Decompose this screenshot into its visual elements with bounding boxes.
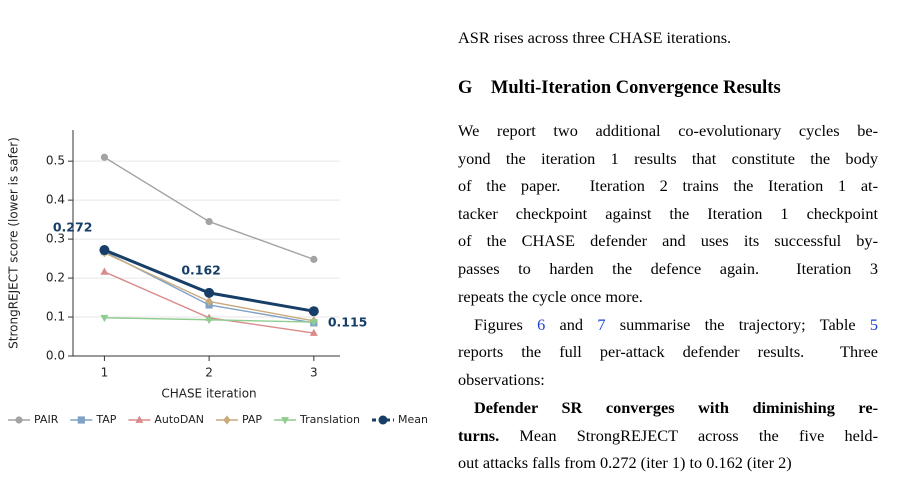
marker xyxy=(100,153,109,161)
marker xyxy=(308,306,319,317)
text-line: tacker checkpoint against the Iteration … xyxy=(458,200,878,228)
marker xyxy=(205,316,214,325)
text-run: Mean StrongREJECT across the five held- xyxy=(499,425,878,445)
text-run: repeats the cycle once more. xyxy=(458,286,643,306)
marker xyxy=(135,415,144,423)
legend-label: PAIR xyxy=(34,413,59,426)
text-run: reports the full per-attack defender res… xyxy=(458,342,878,362)
y-tick-label: 0.3 xyxy=(46,232,65,246)
text-run: tacker checkpoint against the Iteration … xyxy=(458,203,878,223)
section-title: Multi-Iteration Convergence Results xyxy=(490,78,781,98)
run-in-heading: Defender SR converges with diminishing r… xyxy=(474,398,878,418)
chart: StrongREJECT score (lower is safer) CHAS… xyxy=(7,130,428,426)
x-axis-label: CHASE iteration xyxy=(161,387,256,401)
marker xyxy=(204,287,215,298)
marker xyxy=(99,245,110,256)
text-line: out attacks falls from 0.272 (iter 1) to… xyxy=(458,449,878,477)
cross-reference[interactable]: 6 xyxy=(537,314,546,334)
caption: ASR rises across three CHASE iterations. xyxy=(458,28,732,47)
text-line: of the CHASE defender and uses its succe… xyxy=(458,227,878,255)
data-label: 0.272 xyxy=(53,220,93,235)
marker xyxy=(100,314,109,323)
marker xyxy=(309,319,318,327)
section-heading: G Multi-Iteration Convergence Results xyxy=(458,78,781,99)
text-line: passes to harden the defence again. Iter… xyxy=(458,255,878,283)
text-run: of the CHASE defender and uses its succe… xyxy=(458,231,878,251)
section-number: G xyxy=(458,78,473,98)
y-axis-label: StrongREJECT score (lower is safer) xyxy=(7,137,21,349)
y-tick-label: 0.5 xyxy=(46,154,65,168)
legend-label: TAP xyxy=(95,413,116,426)
text-line: yond the iteration 1 results that consti… xyxy=(458,145,878,173)
text-run: of the paper. Iteration 2 trains the Ite… xyxy=(458,176,878,196)
data-label: 0.115 xyxy=(328,315,368,330)
marker xyxy=(77,416,85,424)
text-line: observations: xyxy=(458,366,878,394)
marker xyxy=(100,267,109,275)
marker xyxy=(223,415,231,425)
text-line: reports the full per-attack defender res… xyxy=(458,338,878,366)
page: StrongREJECT score (lower is safer) CHAS… xyxy=(6,28,878,473)
body: We report two additional co-evolutionary… xyxy=(458,117,878,478)
legend-label: AutoDAN xyxy=(154,413,204,426)
x-tick-label: 3 xyxy=(310,366,318,380)
y-tick-label: 0.4 xyxy=(46,193,65,207)
y-tick-label: 0.2 xyxy=(46,271,65,285)
marker xyxy=(281,417,290,425)
marker xyxy=(309,328,318,336)
cross-reference[interactable]: 7 xyxy=(597,314,606,334)
x-tick-label: 2 xyxy=(205,366,213,380)
marker xyxy=(205,296,213,307)
text-run: passes to harden the defence again. Iter… xyxy=(458,258,878,278)
text-run: Figures xyxy=(474,314,538,334)
cross-reference[interactable]: 5 xyxy=(869,314,878,334)
text-line: turns. Mean StrongREJECT across the five… xyxy=(458,422,878,450)
text-line: of the paper. Iteration 2 trains the Ite… xyxy=(458,172,878,200)
legend-label: Mean xyxy=(398,413,428,426)
text-run: observations: xyxy=(458,369,545,389)
text-run: yond the iteration 1 results that consti… xyxy=(458,148,878,168)
data-label: 0.162 xyxy=(181,262,221,277)
text-run: and xyxy=(545,314,598,334)
y-tick-label: 0.0 xyxy=(46,349,65,363)
text-run: We report two additional co-evolutionary… xyxy=(458,121,878,140)
text-line: repeats the cycle once more. xyxy=(458,283,878,311)
marker xyxy=(310,255,318,263)
marker xyxy=(15,416,23,424)
text-line: Defender SR converges with diminishing r… xyxy=(458,394,878,422)
text-line: We report two additional co-evolutionary… xyxy=(458,117,878,145)
run-in-heading: turns. xyxy=(458,425,500,445)
legend-label: PAP xyxy=(242,413,262,426)
marker xyxy=(378,415,388,425)
marker xyxy=(205,217,213,226)
text-run: out attacks falls from 0.272 (iter 1) to… xyxy=(458,453,792,473)
series-line xyxy=(104,156,315,261)
legend-label: Translation xyxy=(299,413,360,426)
text-line: Figures 6 and 7 summarise the trajectory… xyxy=(458,311,878,339)
x-tick-label: 1 xyxy=(101,366,109,380)
text-run: summarise the trajectory; Table xyxy=(605,314,870,334)
y-tick-label: 0.1 xyxy=(46,310,65,324)
